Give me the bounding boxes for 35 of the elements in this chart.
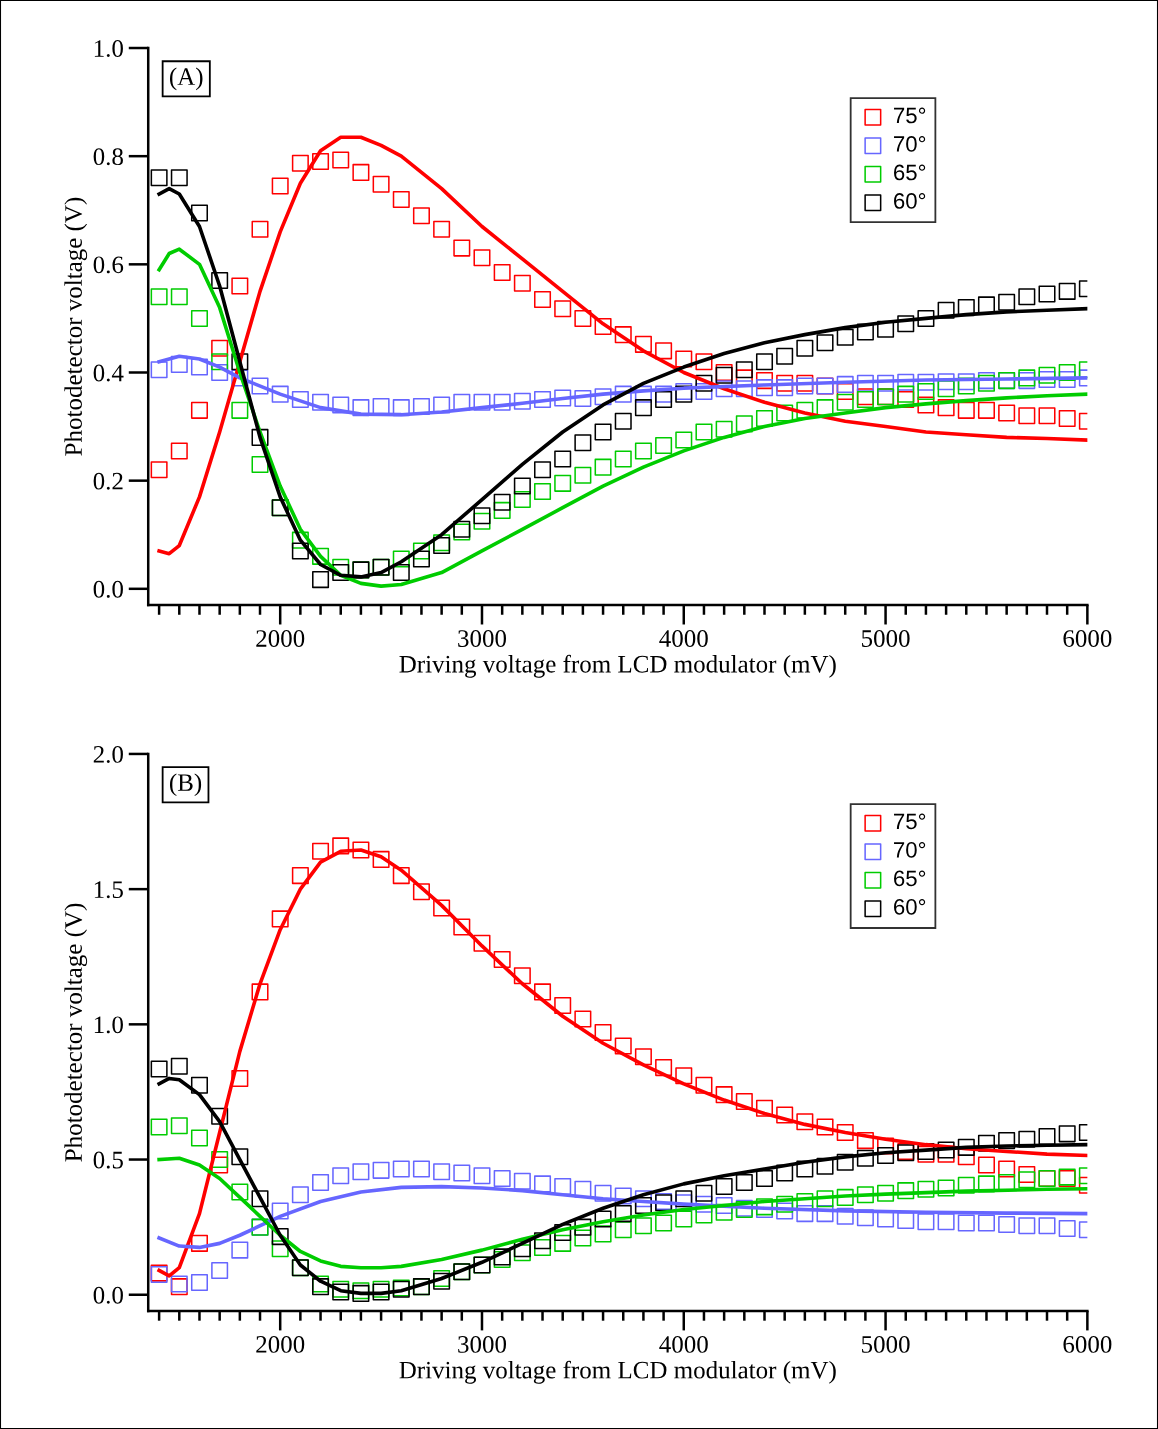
x-tick-label: 2000 [256, 1335, 305, 1353]
annotation: (B) [169, 773, 202, 797]
y-tick-label: 0.8 [93, 148, 123, 166]
x-tick-label: 4000 [659, 1335, 708, 1353]
legend-label: 60° [894, 899, 926, 915]
y-tick-label: 1.5 [94, 881, 123, 899]
annotation: (A) [169, 67, 203, 91]
y-tick-label: 0.5 [93, 1151, 123, 1169]
x-tick-label: 5000 [862, 1335, 910, 1353]
y-tick-label: 0.6 [93, 256, 124, 274]
y-axis-title: Photodetector voltage (V) [64, 903, 88, 1162]
y-tick-label: 0.0 [93, 580, 123, 598]
legend-label: 65° [894, 870, 926, 887]
x-tick-label: 6000 [1063, 630, 1112, 647]
y-tick-label: 1.0 [94, 40, 123, 58]
x-tick-label: 5000 [862, 630, 910, 647]
y-tick-label: 0.4 [93, 364, 124, 382]
x-axis-title: Driving voltage from LCD modulator (mV) [399, 654, 836, 678]
legend-label: 75° [894, 813, 926, 830]
x-tick-label: 3000 [458, 1335, 507, 1353]
y-axis-title: Photodetector voltage (V) [64, 197, 88, 456]
y-tick-label: 0.0 [93, 1286, 123, 1304]
legend-label: 75° [894, 107, 926, 124]
x-tick-label: 2000 [256, 630, 305, 647]
legend-label: 70° [894, 842, 926, 858]
legend-label: 65° [894, 164, 926, 181]
x-axis-title: Driving voltage from LCD modulator (mV) [399, 1360, 836, 1384]
legend-label: 60° [894, 193, 926, 209]
x-tick-label: 3000 [458, 630, 507, 647]
y-tick-label: 1.0 [94, 1016, 123, 1034]
y-tick-label: 0.2 [93, 472, 123, 490]
legend-label: 70° [894, 136, 926, 152]
x-tick-label: 4000 [659, 630, 708, 647]
y-tick-label: 2.0 [93, 745, 123, 763]
x-tick-label: 6000 [1063, 1335, 1112, 1353]
